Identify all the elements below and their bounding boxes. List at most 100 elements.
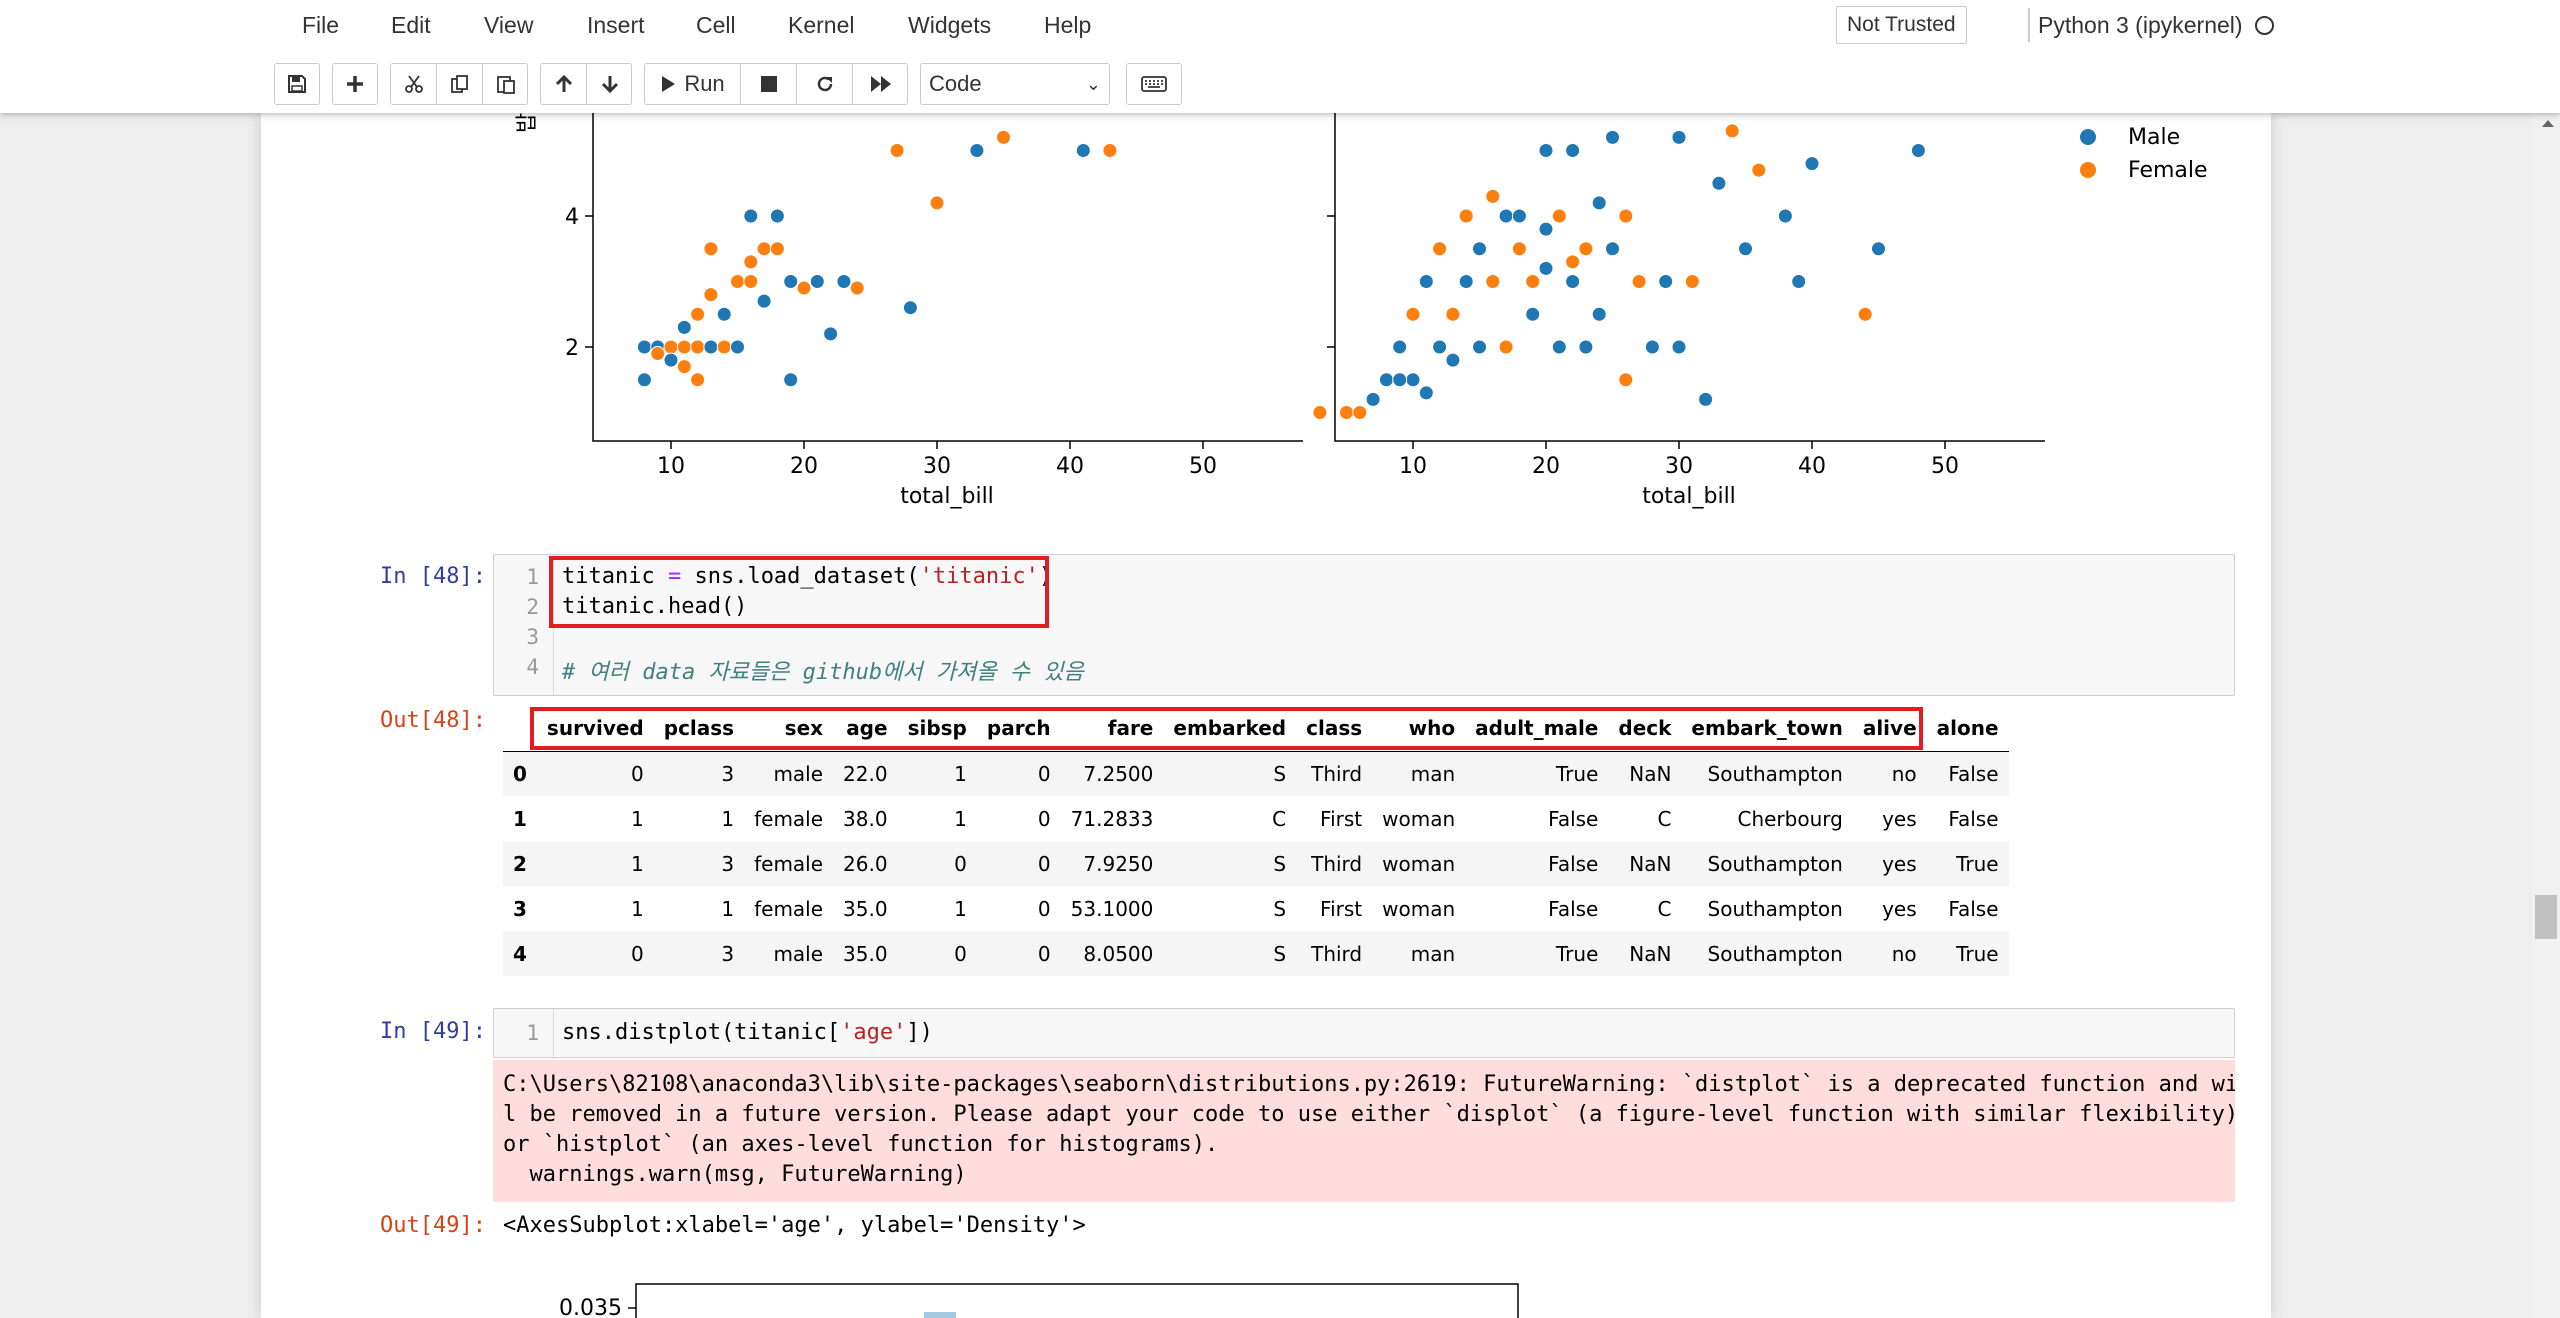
- menu-kernel[interactable]: Kernel: [788, 12, 855, 38]
- right-xlabel: total_bill: [1642, 484, 1736, 509]
- table-cell: 0: [1037, 896, 1051, 921]
- table-cell: 71.2833: [1070, 806, 1154, 831]
- cell48-input-prompt: In [48]:: [380, 564, 486, 589]
- scatter-point: [703, 287, 719, 303]
- scatter-point: [1445, 306, 1461, 322]
- scatter-point: [1551, 339, 1567, 355]
- scatter-point: [756, 241, 772, 257]
- menu-edit[interactable]: Edit: [391, 12, 431, 38]
- scatter-point: [1578, 339, 1594, 355]
- distplot-figure: 0.035: [559, 1283, 1519, 1318]
- table-cell: 1: [954, 896, 967, 921]
- table-cell: 1: [631, 896, 644, 921]
- cell49-code-editor[interactable]: 1 sns.distplot(titanic['age']): [493, 1008, 2235, 1058]
- titanic-head-table: survived pclass sex age sibsp parch fare embark…: [503, 706, 2009, 976]
- move-up-button[interactable]: [541, 64, 587, 104]
- column-header: survived: [536, 706, 654, 752]
- tick-label: 50: [1189, 454, 1217, 479]
- cut-button[interactable]: [391, 64, 437, 104]
- table-cell: Southampton: [1707, 761, 1843, 786]
- column-header: embarked: [1163, 706, 1297, 752]
- table-cell: yes: [1882, 806, 1917, 831]
- command-palette-button[interactable]: [1126, 63, 1182, 105]
- row-index: 3: [513, 896, 527, 921]
- table-cell: 0: [631, 761, 644, 786]
- scatter-point: [783, 274, 799, 289]
- scatter-point: [1698, 391, 1714, 407]
- table-cell: male: [773, 941, 824, 966]
- scatter-point: [1738, 241, 1753, 257]
- table-cell: S: [1273, 941, 1287, 966]
- row-index: 2: [513, 851, 527, 876]
- scatter-point: [1525, 306, 1541, 322]
- table-cell: First: [1320, 806, 1363, 831]
- tick-label: 40: [1056, 454, 1084, 479]
- scatter-point: [1791, 274, 1807, 289]
- table-cell: NaN: [1629, 761, 1672, 786]
- scatter-point: [1804, 156, 1820, 172]
- scatter-point: [1551, 208, 1567, 224]
- scroll-up-arrow-icon[interactable]: [2542, 120, 2554, 127]
- tick-label: 10: [657, 454, 685, 479]
- scatter-point: [663, 339, 679, 355]
- not-trusted-button[interactable]: Not Trusted: [1836, 6, 1967, 44]
- insert-cell-button[interactable]: [332, 63, 378, 105]
- copy-button[interactable]: [437, 64, 483, 104]
- menu-cell[interactable]: Cell: [696, 12, 736, 38]
- table-row: 1 1 1 female 38.0 1 0 71.2833 C First woman False C C…: [503, 796, 2009, 841]
- table-cell: 0: [954, 941, 967, 966]
- scatter-point: [1578, 241, 1594, 257]
- scatter-point: [1392, 372, 1408, 388]
- table-cell: Southampton: [1707, 851, 1843, 876]
- scatter-point: [783, 372, 799, 388]
- scatter-point: [1871, 241, 1886, 257]
- scatter-point: [1605, 241, 1620, 257]
- kernel-name[interactable]: Python 3 (ipykernel): [2038, 12, 2243, 38]
- save-button[interactable]: [274, 63, 320, 105]
- scatter-point: [743, 208, 759, 224]
- scatter-point: [730, 274, 745, 289]
- scatter-point: [996, 129, 1011, 145]
- column-header: sex: [744, 706, 834, 752]
- menu-insert[interactable]: Insert: [587, 12, 645, 38]
- cell-type-select[interactable]: Code ⌄: [920, 63, 1110, 105]
- run-button-group: Run: [644, 63, 908, 105]
- scatter-point: [743, 274, 759, 289]
- line-number-gutter: 1 2 3 4: [494, 555, 554, 695]
- scatter-point: [1378, 372, 1394, 388]
- table-cell: 8.0500: [1083, 941, 1154, 966]
- column-header: fare: [1060, 706, 1164, 752]
- restart-run-all-button[interactable]: [853, 64, 909, 104]
- scatter-point: [1644, 339, 1660, 355]
- move-down-button[interactable]: [587, 64, 633, 104]
- table-cell: no: [1891, 761, 1917, 786]
- restart-button[interactable]: [797, 64, 853, 104]
- menu-view[interactable]: View: [484, 12, 534, 38]
- tick-label: 20: [1532, 454, 1560, 479]
- table-cell: First: [1320, 896, 1363, 921]
- scrollbar-thumb[interactable]: [2535, 895, 2557, 939]
- table-cell: 26.0: [843, 851, 888, 876]
- tick-label: 40: [1798, 454, 1826, 479]
- scatter-point: [1365, 391, 1381, 407]
- scatter-point: [676, 319, 692, 335]
- menu-widgets[interactable]: Widgets: [908, 12, 992, 38]
- legend-female-label: Female: [2128, 158, 2208, 183]
- tick-label: 30: [1665, 454, 1693, 479]
- paste-button[interactable]: [483, 64, 529, 104]
- code-string: 'age': [840, 1020, 907, 1045]
- fast-forward-icon: [871, 76, 891, 92]
- cell48-code-editor[interactable]: 1 2 3 4 titanic = sns.load_dataset('tita…: [493, 554, 2235, 696]
- menu-help[interactable]: Help: [1044, 12, 1092, 38]
- interrupt-button[interactable]: [741, 64, 797, 104]
- left-scatter-points: [636, 129, 1118, 388]
- scatter-point: [1525, 274, 1541, 289]
- menu-file[interactable]: File: [302, 12, 340, 38]
- page-scrollbar[interactable]: [2532, 113, 2560, 1318]
- run-button[interactable]: Run: [645, 64, 741, 104]
- column-header: age: [833, 706, 898, 752]
- scatter-point: [1511, 208, 1527, 224]
- arrow-down-icon: [601, 76, 619, 94]
- table-cell: Southampton: [1707, 941, 1843, 966]
- code-line-1: sns.distplot(titanic['age']): [562, 1020, 933, 1045]
